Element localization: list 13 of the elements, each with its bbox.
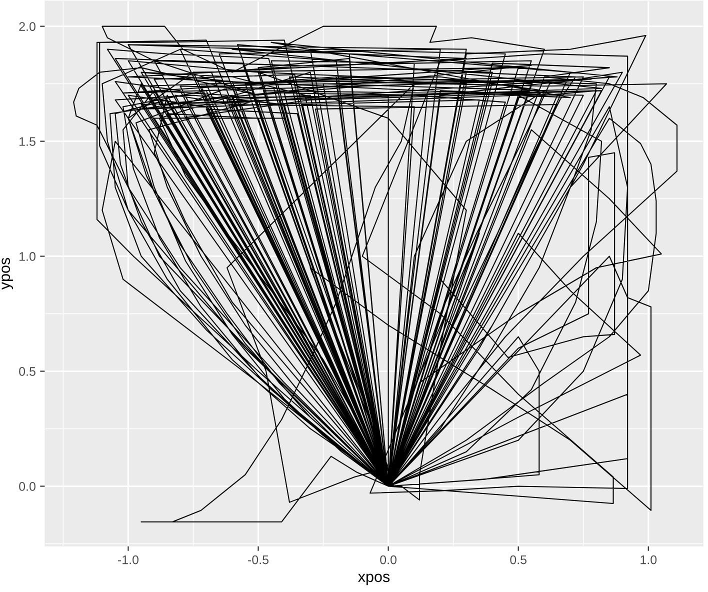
x-axis-title: xpos <box>358 574 390 586</box>
y-tick-label: 0.0 <box>19 482 36 491</box>
x-tick-label: -1.0 <box>118 555 139 564</box>
x-tick-label: 0.5 <box>510 555 527 564</box>
x-tick-label: 1.0 <box>640 555 657 564</box>
y-tick-label: 1.5 <box>20 137 36 146</box>
y-tick-label: 1.0 <box>20 252 36 261</box>
line-series <box>73 26 678 522</box>
y-tick-label: 0.5 <box>19 367 36 376</box>
y-tick-label: 2.0 <box>19 22 36 31</box>
y-axis-title: ypos <box>2 258 14 290</box>
x-tick-label: 0.0 <box>380 555 397 564</box>
x-tick-label: -0.5 <box>248 555 269 564</box>
